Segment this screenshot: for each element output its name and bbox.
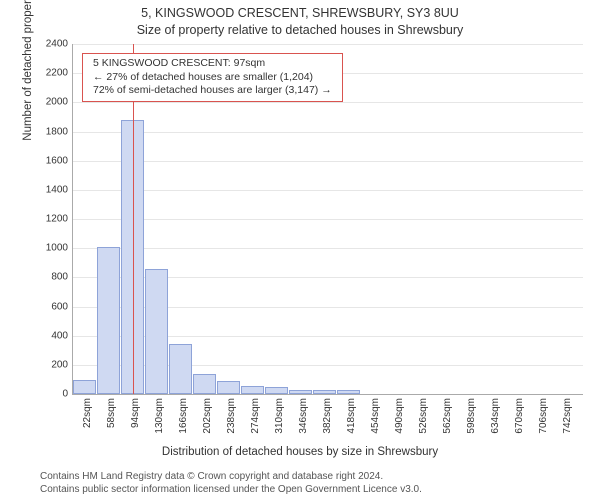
xtick-label: 670sqm: [514, 398, 525, 448]
ytick-label: 1600: [34, 155, 68, 166]
histogram-bar: [97, 247, 120, 394]
xtick-label: 490sqm: [394, 398, 405, 448]
gridline: [73, 132, 583, 133]
ytick-label: 200: [34, 359, 68, 370]
xtick-label: 706sqm: [538, 398, 549, 448]
gridline: [73, 44, 583, 45]
ytick-label: 1800: [34, 126, 68, 137]
ytick-label: 800: [34, 272, 68, 283]
xtick-label: 310sqm: [274, 398, 285, 448]
chart-container: 5, KINGSWOOD CRESCENT, SHREWSBURY, SY3 8…: [0, 0, 600, 500]
xtick-label: 454sqm: [370, 398, 381, 448]
xtick-label: 346sqm: [298, 398, 309, 448]
gridline: [73, 219, 583, 220]
histogram-bar: [337, 390, 360, 394]
histogram-bar: [313, 390, 336, 394]
xtick-label: 202sqm: [202, 398, 213, 448]
info-box-line-1: 5 KINGSWOOD CRESCENT: 97sqm: [93, 57, 332, 71]
ytick-label: 2200: [34, 68, 68, 79]
info-box: 5 KINGSWOOD CRESCENT: 97sqm ← 27% of det…: [82, 53, 343, 102]
xtick-label: 382sqm: [322, 398, 333, 448]
title-line-2: Size of property relative to detached ho…: [0, 23, 600, 37]
histogram-bar: [265, 387, 288, 394]
histogram-bar: [241, 386, 264, 394]
xtick-label: 94sqm: [130, 398, 141, 448]
gridline: [73, 102, 583, 103]
ytick-label: 1000: [34, 243, 68, 254]
info-box-line-2: ← 27% of detached houses are smaller (1,…: [93, 71, 332, 85]
footer-line-2: Contains public sector information licen…: [40, 484, 580, 497]
ytick-label: 1200: [34, 214, 68, 225]
histogram-bar: [193, 374, 216, 394]
xtick-label: 598sqm: [466, 398, 477, 448]
ytick-label: 600: [34, 301, 68, 312]
histogram-bar: [289, 390, 312, 394]
xtick-label: 634sqm: [490, 398, 501, 448]
gridline: [73, 190, 583, 191]
histogram-bar: [73, 380, 96, 394]
gridline: [73, 161, 583, 162]
ytick-label: 1400: [34, 184, 68, 195]
xtick-label: 58sqm: [106, 398, 117, 448]
histogram-bar: [145, 269, 168, 394]
xtick-label: 166sqm: [178, 398, 189, 448]
xtick-label: 274sqm: [250, 398, 261, 448]
footer: Contains HM Land Registry data © Crown c…: [40, 471, 580, 496]
ytick-label: 2400: [34, 39, 68, 50]
xtick-label: 238sqm: [226, 398, 237, 448]
title-line-1: 5, KINGSWOOD CRESCENT, SHREWSBURY, SY3 8…: [0, 6, 600, 20]
y-axis-label: Number of detached properties: [22, 0, 34, 141]
histogram-bar: [217, 381, 240, 394]
info-box-line-3: 72% of semi-detached houses are larger (…: [93, 84, 332, 98]
xtick-label: 526sqm: [418, 398, 429, 448]
xtick-label: 742sqm: [562, 398, 573, 448]
histogram-bar: [169, 344, 192, 394]
xtick-label: 418sqm: [346, 398, 357, 448]
xtick-label: 562sqm: [442, 398, 453, 448]
ytick-label: 2000: [34, 97, 68, 108]
xtick-label: 22sqm: [82, 398, 93, 448]
ytick-label: 400: [34, 330, 68, 341]
footer-line-1: Contains HM Land Registry data © Crown c…: [40, 471, 580, 484]
xtick-label: 130sqm: [154, 398, 165, 448]
ytick-label: 0: [34, 389, 68, 400]
gridline: [73, 248, 583, 249]
